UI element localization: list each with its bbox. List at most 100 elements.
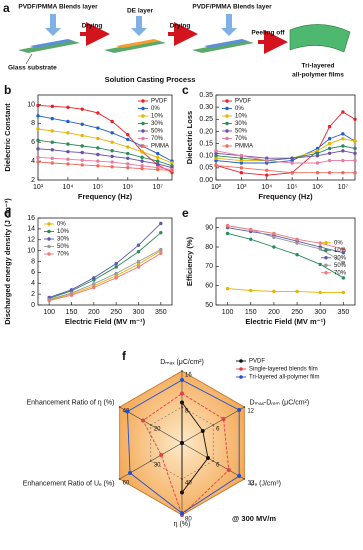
- legend-label: PMMA: [235, 144, 253, 150]
- data-point: [159, 221, 163, 226]
- data-point: [239, 171, 244, 175]
- x-tick-label: 100: [43, 309, 55, 316]
- legend-label: Tri-layered all-polymer film: [249, 375, 319, 381]
- radar-point: [221, 417, 226, 421]
- legend-label: 50%: [57, 244, 70, 250]
- data-point: [156, 167, 160, 172]
- legend-marker: [141, 144, 145, 148]
- legend-label: PVDF: [235, 99, 251, 105]
- y-tick-label: 16: [27, 215, 35, 222]
- radar-axis-label: Dₘₐₓ (μC/cm²): [160, 359, 204, 366]
- radar-point: [125, 409, 130, 414]
- data-point: [126, 156, 130, 160]
- data-point: [92, 276, 96, 280]
- data-point: [69, 293, 74, 297]
- legend-marker: [225, 121, 229, 126]
- data-point: [353, 151, 357, 155]
- y-tick-label: 50: [205, 302, 213, 309]
- series-line: [215, 145, 356, 162]
- data-point: [239, 161, 244, 165]
- panel-label: c: [182, 83, 189, 97]
- radar-point: [205, 456, 210, 460]
- y-tick-label: 0: [31, 302, 35, 309]
- data-point: [327, 124, 332, 129]
- data-point: [159, 230, 163, 235]
- data-point: [136, 243, 141, 247]
- legend-label: 50%: [334, 263, 347, 269]
- data-point: [110, 131, 114, 135]
- series-line: [37, 156, 173, 171]
- data-point: [66, 142, 70, 146]
- data-point: [114, 276, 118, 280]
- data-point: [249, 237, 253, 241]
- series-line: [37, 128, 173, 164]
- data-point: [96, 136, 100, 141]
- radar-point: [180, 391, 184, 396]
- legend-label: 70%: [235, 136, 248, 142]
- y-tick-label: 6: [31, 269, 35, 276]
- arrow-label: Drying: [170, 23, 191, 30]
- substrate: [104, 40, 166, 53]
- legend-marker: [225, 144, 229, 148]
- y-tick-label: 90: [205, 225, 213, 232]
- legend-label: 10%: [235, 114, 248, 120]
- data-point: [341, 149, 345, 153]
- y-tick-label: 4: [31, 280, 35, 287]
- data-point: [96, 126, 100, 130]
- legend-label: 70%: [57, 252, 70, 258]
- data-point: [265, 173, 269, 177]
- data-point: [341, 251, 346, 255]
- data-point: [136, 265, 141, 269]
- data-point: [170, 168, 174, 173]
- series-line: [49, 223, 162, 298]
- x-tick-label: 10³: [236, 184, 247, 191]
- data-point: [136, 259, 141, 264]
- legend-label: 70%: [151, 136, 164, 142]
- data-point: [265, 161, 269, 165]
- data-point: [50, 129, 54, 133]
- data-point: [239, 158, 244, 163]
- radar-tick-label: 8: [185, 409, 189, 415]
- data-point: [272, 235, 276, 240]
- series-line: [215, 164, 355, 174]
- y-tick-label: 8: [31, 258, 35, 265]
- data-point: [126, 132, 130, 137]
- radar-tick-label: 30: [154, 463, 161, 469]
- series-line: [37, 104, 173, 173]
- radar-point: [159, 453, 164, 457]
- x-tick-label: 10⁵: [287, 184, 298, 191]
- data-point: [272, 245, 276, 249]
- x-tick-label: 350: [155, 309, 167, 316]
- y-tick-label: 60: [205, 283, 213, 290]
- x-tick-label: 300: [133, 309, 145, 316]
- y-tick-label: 0.05: [199, 165, 213, 172]
- radar-point: [237, 408, 242, 412]
- data-point: [327, 141, 332, 146]
- legend-label: 70%: [334, 270, 347, 276]
- legend-marker: [47, 229, 51, 234]
- data-point: [126, 162, 130, 166]
- data-point: [353, 158, 357, 163]
- substrate: [18, 40, 80, 53]
- radar-point: [180, 511, 184, 516]
- data-point: [126, 166, 130, 170]
- series-line: [49, 252, 162, 302]
- data-point: [110, 140, 114, 144]
- data-point: [327, 146, 332, 151]
- series-line: [37, 148, 173, 169]
- data-point: [110, 165, 114, 169]
- series-line: [227, 233, 344, 279]
- data-point: [295, 289, 299, 294]
- step-label: PVDF/PMMA Blends layer: [192, 4, 272, 11]
- data-point: [50, 104, 54, 109]
- radar-point: [226, 468, 231, 472]
- pour-arrow: [131, 16, 147, 36]
- data-point: [80, 133, 84, 138]
- data-point: [96, 164, 100, 168]
- data-point: [126, 151, 130, 156]
- data-point: [214, 158, 218, 163]
- data-point: [92, 285, 96, 290]
- radar-axis-label: Enhancement Ratio of Uₑ (%): [23, 480, 115, 487]
- y-tick-label: 0.35: [199, 92, 213, 99]
- data-point: [214, 163, 218, 168]
